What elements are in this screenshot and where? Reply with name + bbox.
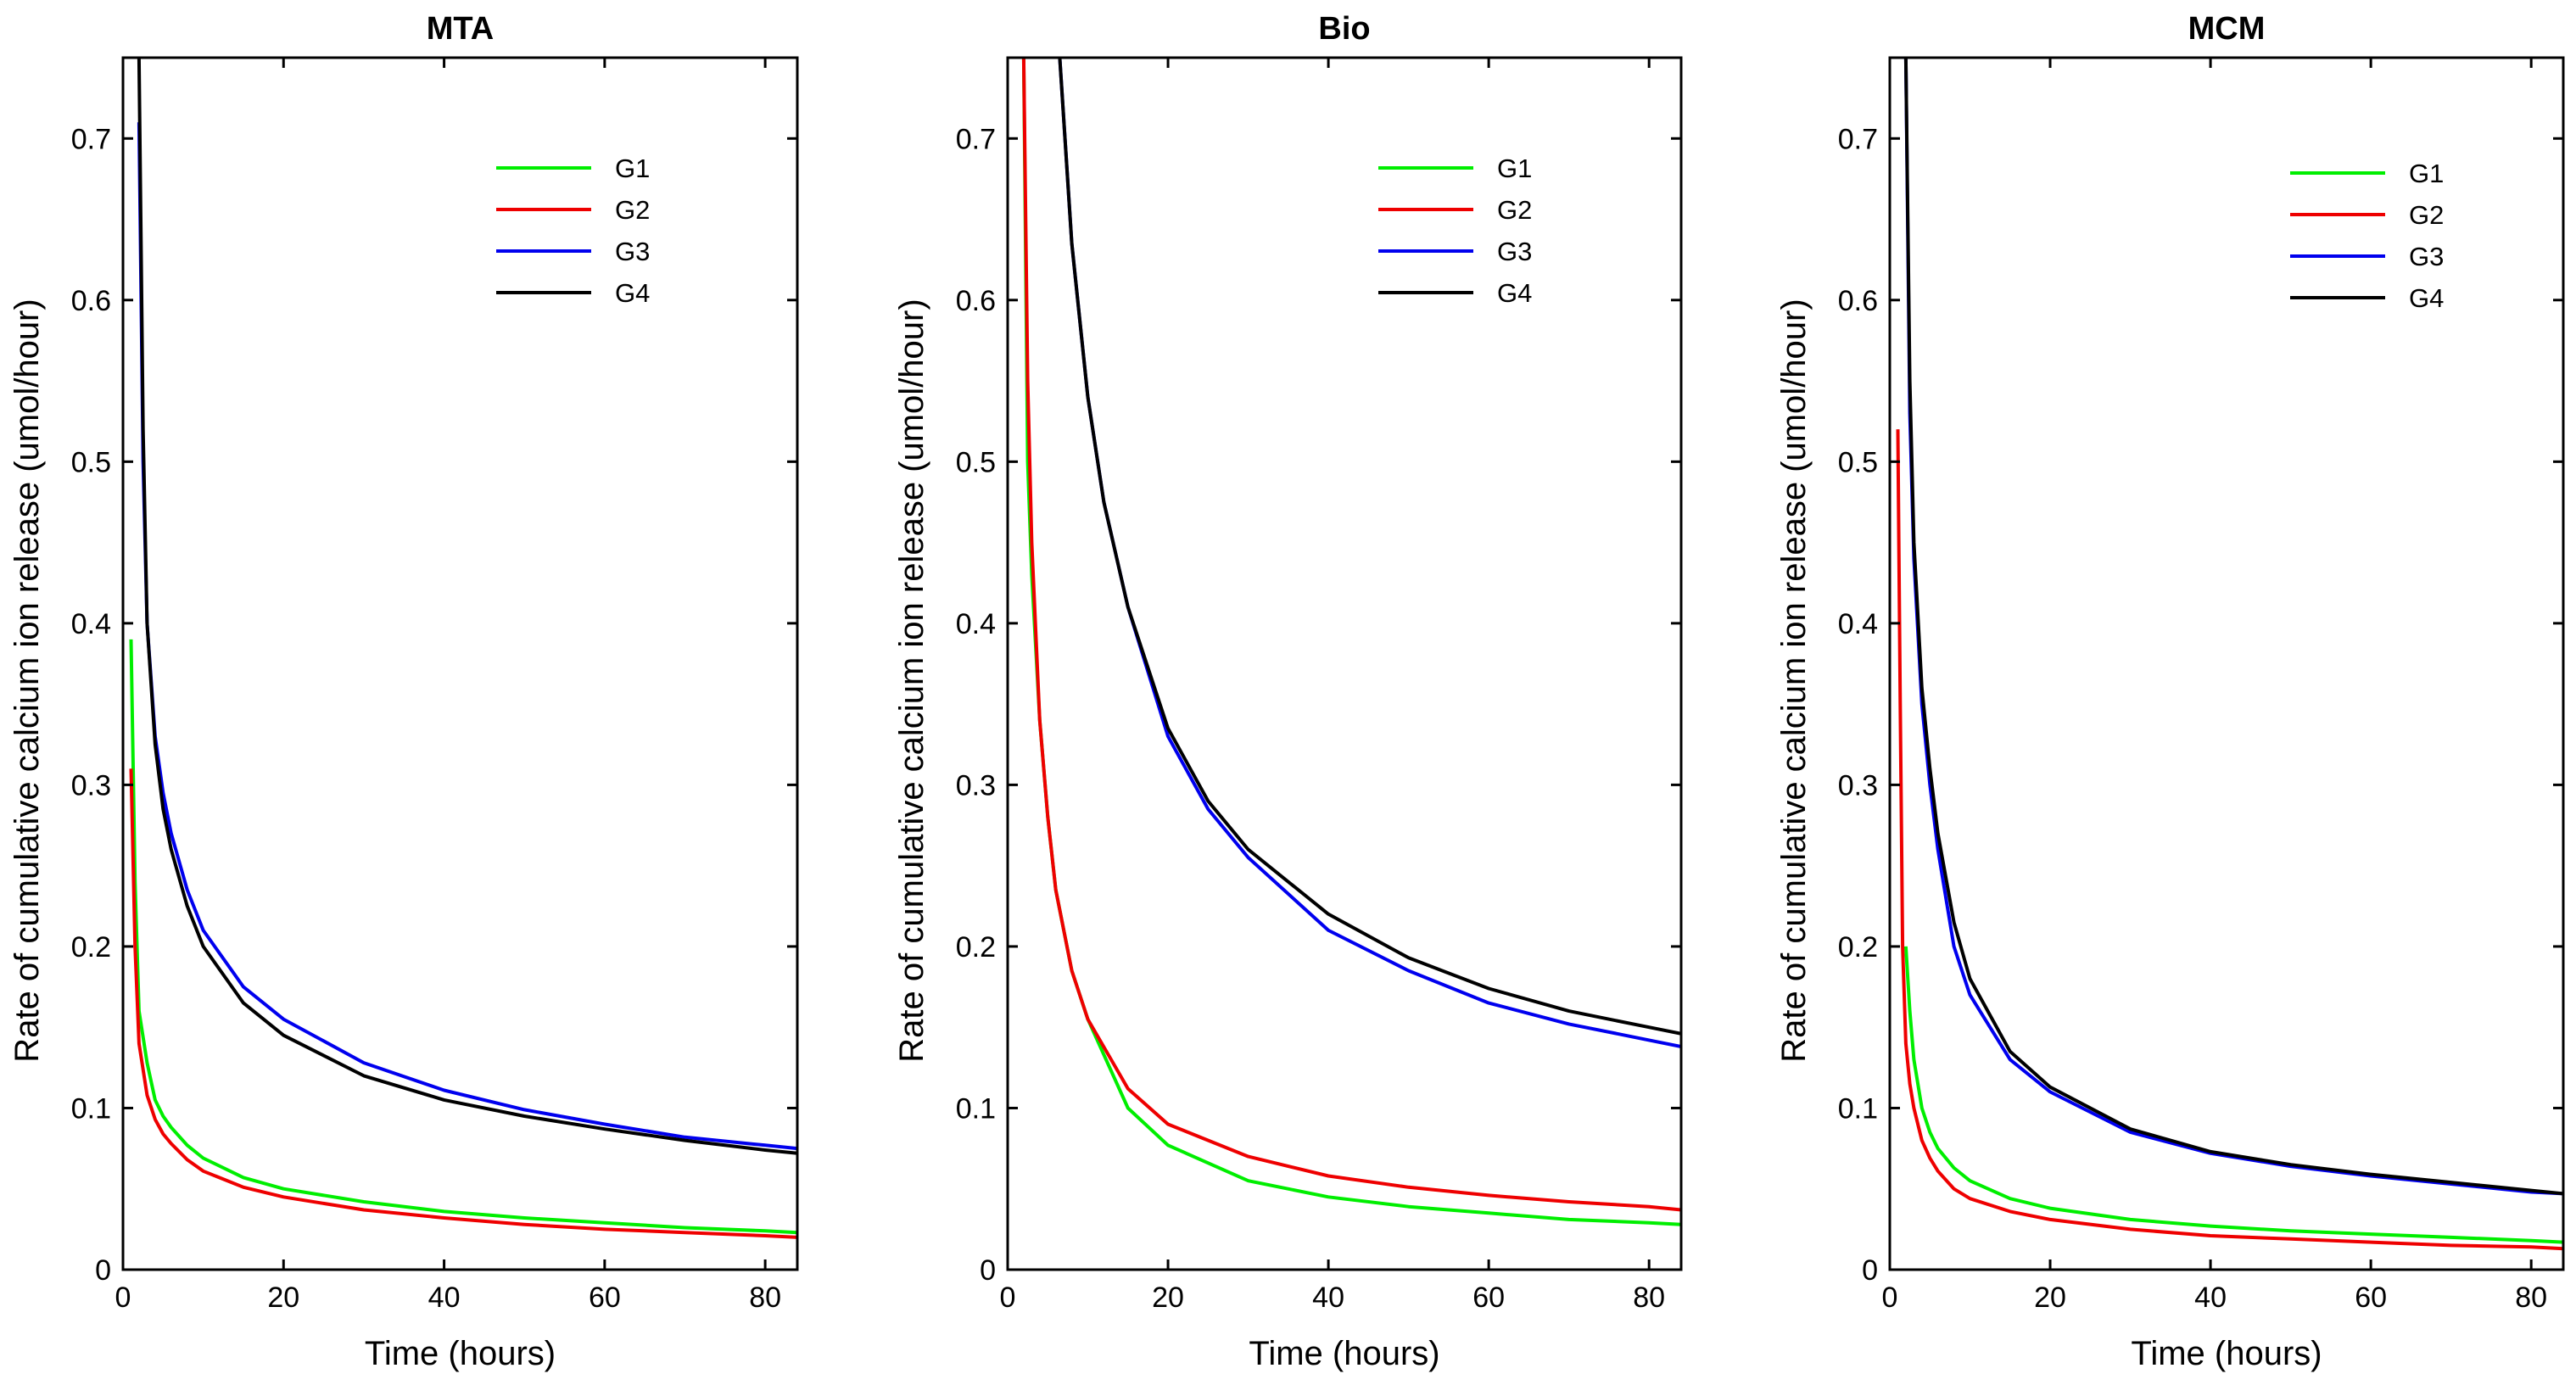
series-line-g4 (137, 58, 797, 1155)
axes-box (1006, 56, 1683, 1271)
legend: G1 G2 G3 G4 (2290, 159, 2444, 313)
series-line-g1 (1903, 946, 2563, 1244)
chart-title: Bio (1318, 11, 1370, 47)
legend: G1 G2 G3 G4 (1378, 154, 1532, 308)
x-tick-label: 0 (1882, 1282, 1898, 1314)
legend-label-g4: G4 (1497, 278, 1532, 308)
y-tick-label: 0.6 (71, 285, 111, 317)
y-tick-label: 0 (980, 1254, 996, 1287)
series-line-g4 (1058, 58, 1681, 1036)
x-tick-label: 20 (1152, 1282, 1184, 1314)
y-tick-label: 0 (1862, 1254, 1878, 1287)
legend-label-g3: G3 (1497, 237, 1532, 266)
x-tick-label: 80 (1633, 1282, 1665, 1314)
y-tick-label: 0.3 (1838, 769, 1878, 801)
y-tick-label: 0 (95, 1254, 111, 1287)
x-tick-label: 40 (428, 1282, 461, 1314)
legend-label-g1: G1 (1497, 154, 1532, 183)
legend: G1 G2 G3 G4 (496, 154, 650, 308)
x-tick-label: 60 (2355, 1282, 2387, 1314)
y-axis-label: Rate of cumulative calcium ion release (… (1775, 299, 1813, 1062)
chart-panel-mta: 0 20 40 60 80 0 0.1 0.2 0.3 0.4 0.5 0.6 0.7 MTA Time (… (8, 11, 799, 1372)
x-tick-label: 40 (1312, 1282, 1344, 1314)
y-tick-label: 0.2 (956, 931, 996, 963)
chart-panel-bio: 0 20 40 60 80 0 0.1 0.2 0.3 0.4 0.5 0.6 0.7 Bio Time (… (893, 11, 1683, 1372)
y-tick-label: 0.4 (71, 608, 111, 640)
x-tick-label: 60 (1472, 1282, 1505, 1314)
x-tick-label: 20 (267, 1282, 299, 1314)
legend-label-g1: G1 (615, 154, 650, 183)
y-tick-label: 0.6 (956, 285, 996, 317)
y-tick-label: 0.4 (956, 608, 996, 640)
legend-label-g1: G1 (2409, 159, 2444, 188)
legend-label-g2: G2 (615, 195, 650, 225)
y-tick-label: 0.5 (956, 446, 996, 478)
legend-label-g3: G3 (2409, 242, 2444, 271)
y-tick-label: 0.6 (1838, 285, 1878, 317)
chart-title: MTA (427, 11, 495, 47)
x-tick-label: 80 (2515, 1282, 2547, 1314)
legend-label-g4: G4 (2409, 283, 2444, 313)
chart-title: MCM (2188, 11, 2266, 47)
series-line-g1 (1021, 58, 1681, 1226)
y-tick-label: 0.7 (71, 123, 111, 155)
y-tick-label: 0.2 (71, 931, 111, 963)
axes-box (1888, 56, 2565, 1271)
series-line-g3 (1903, 58, 2563, 1196)
legend-label-g2: G2 (1497, 195, 1532, 225)
x-tick-label: 0 (115, 1282, 131, 1314)
y-tick-label: 0.1 (1838, 1092, 1878, 1125)
y-tick-label: 0.5 (1838, 446, 1878, 478)
y-tick-label: 0.4 (1838, 608, 1878, 640)
x-tick-label: 0 (1000, 1282, 1016, 1314)
chart-panel-mcm: 0 20 40 60 80 0 0.1 0.2 0.3 0.4 0.5 0.6 0.7 MCM Time (… (1775, 11, 2565, 1372)
y-tick-label: 0.7 (1838, 123, 1878, 155)
y-tick-label: 0.3 (956, 769, 996, 801)
y-tick-label: 0.7 (956, 123, 996, 155)
y-tick-label: 0.1 (71, 1092, 111, 1125)
x-tick-label: 60 (589, 1282, 621, 1314)
x-tick-label: 80 (749, 1282, 781, 1314)
x-axis-label: Time (hours) (2131, 1335, 2322, 1372)
series-line-g4 (1903, 58, 2563, 1196)
y-tick-label: 0.5 (71, 446, 111, 478)
series-line-g1 (129, 639, 797, 1235)
y-axis-label: Rate of cumulative calcium ion release (… (8, 299, 46, 1062)
y-tick-label: 0.1 (956, 1092, 996, 1125)
axes-box (121, 56, 799, 1271)
x-axis-label: Time (hours) (1249, 1335, 1439, 1372)
series-line-g2 (1021, 58, 1681, 1212)
series-line-g3 (1058, 58, 1681, 1049)
x-tick-label: 40 (2194, 1282, 2227, 1314)
x-tick-label: 20 (2034, 1282, 2066, 1314)
x-axis-label: Time (hours) (365, 1335, 556, 1372)
y-tick-label: 0.3 (71, 769, 111, 801)
series-line-g2 (1896, 429, 2563, 1251)
y-axis-label: Rate of cumulative calcium ion release (… (893, 299, 930, 1062)
legend-label-g3: G3 (615, 237, 650, 266)
y-tick-label: 0.2 (1838, 931, 1878, 963)
legend-label-g4: G4 (615, 278, 650, 308)
series-line-g2 (129, 768, 797, 1239)
legend-label-g2: G2 (2409, 200, 2444, 230)
